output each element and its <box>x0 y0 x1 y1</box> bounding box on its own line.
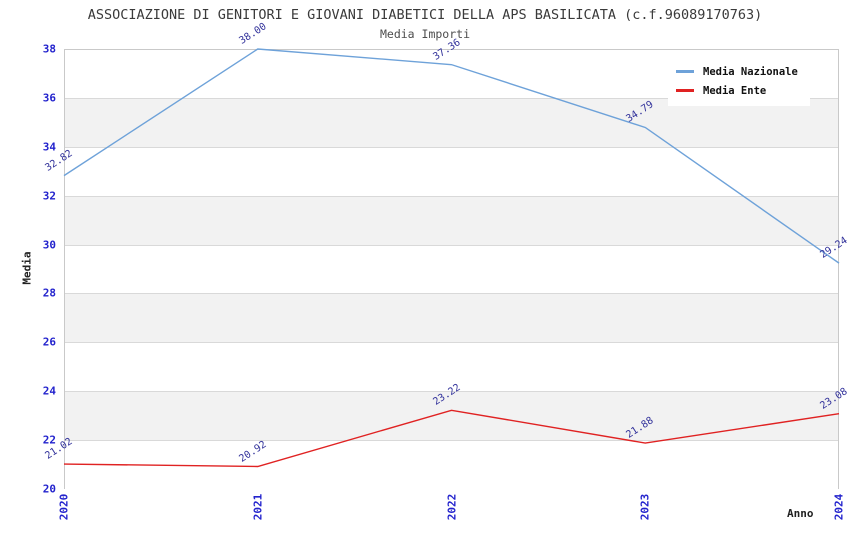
y-axis-label: Media <box>20 251 34 285</box>
x-tick-label: 2024 <box>832 493 846 521</box>
plot-band <box>65 245 838 295</box>
plot-area <box>64 49 839 490</box>
gridline <box>65 195 838 197</box>
x-tick-label: 2022 <box>445 493 458 521</box>
y-tick-label: 22 <box>42 433 56 447</box>
plot-band <box>65 294 838 344</box>
y-tick-label: 24 <box>42 384 56 398</box>
x-tick-label: 2020 <box>57 493 71 521</box>
plot-band <box>65 196 838 246</box>
legend-series-name: Media Nazionale <box>703 65 798 78</box>
x-tick-label: 2021 <box>251 493 265 521</box>
y-tick-label: 30 <box>42 238 56 252</box>
legend-line-swatch <box>676 89 694 92</box>
gridline <box>65 244 838 246</box>
y-tick-label: 28 <box>42 286 56 300</box>
plot-band <box>65 98 838 148</box>
chart-subtitle: Media Importi <box>379 27 470 41</box>
plot-band <box>65 147 838 197</box>
legend-item: Media Nazionale <box>676 62 798 81</box>
legend-item: Media Ente <box>676 81 798 100</box>
chart-title: ASSOCIAZIONE DI GENITORI E GIOVANI DIABE… <box>87 7 763 23</box>
x-tick-label: 2023 <box>638 493 652 521</box>
gridline <box>65 342 838 344</box>
legend-series-name: Media Ente <box>703 84 767 97</box>
gridline <box>65 440 838 442</box>
y-tick-label: 38 <box>42 42 56 56</box>
y-tick-label: 32 <box>42 189 56 203</box>
legend: Media Nazionale Media Ente <box>668 56 810 106</box>
y-tick-label: 34 <box>42 140 56 154</box>
x-axis-label: Anno <box>787 507 814 520</box>
gridline <box>65 146 838 148</box>
plot-band <box>65 343 838 393</box>
plot-band <box>65 392 838 442</box>
legend-line-swatch <box>676 70 694 73</box>
y-tick-label: 20 <box>42 482 56 496</box>
gridline <box>65 391 838 393</box>
plot-band <box>65 441 838 490</box>
y-tick-label: 36 <box>42 91 56 105</box>
gridline <box>65 293 838 295</box>
y-tick-label: 26 <box>42 335 56 349</box>
